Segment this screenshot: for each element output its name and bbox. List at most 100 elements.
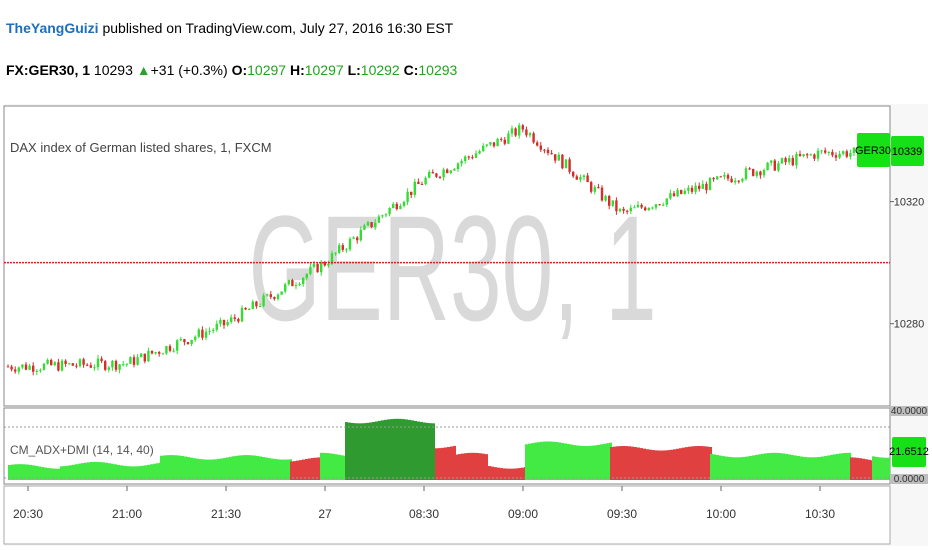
indicator-bar: [682, 447, 685, 480]
indicator-bar: [827, 455, 830, 480]
indicator-bar: [277, 459, 280, 480]
indicator-bar: [369, 422, 372, 480]
indicator-bar: [812, 457, 815, 480]
candle-body: [687, 187, 690, 191]
indicator-bar: [357, 423, 360, 480]
candle-body: [212, 329, 215, 331]
indicator-bar: [247, 455, 250, 480]
candle-body: [132, 357, 136, 365]
indicator-bar: [815, 457, 818, 480]
candle-body: [302, 277, 305, 285]
candle-body: [536, 142, 539, 146]
indicator-bar: [160, 455, 163, 480]
indicator-bar: [850, 457, 853, 480]
candle-body: [359, 229, 362, 241]
candle-body: [845, 151, 848, 157]
candle-body: [647, 207, 650, 211]
candle-body: [215, 323, 218, 330]
author-link[interactable]: TheYangGuizi: [6, 20, 99, 36]
candle-body: [633, 207, 636, 209]
candle-body: [251, 301, 254, 310]
indicator-bar: [81, 463, 84, 480]
candle-body: [341, 245, 344, 250]
candle-body: [370, 222, 373, 227]
indicator-bar: [420, 422, 423, 480]
candle-body: [737, 180, 740, 182]
indicator-bar: [163, 455, 166, 480]
indicator-bar: [881, 457, 884, 480]
candle-body: [849, 153, 852, 157]
candle-body: [834, 155, 838, 158]
candle-body: [543, 149, 546, 151]
candle-body: [10, 366, 13, 370]
candle-body: [597, 187, 600, 189]
open-value: 10297: [247, 62, 287, 78]
indicator-bar: [435, 448, 438, 480]
candle-body: [186, 342, 190, 345]
candle-body: [712, 178, 715, 180]
up-arrow-icon: ▲: [136, 62, 151, 78]
candle-body: [438, 176, 442, 178]
candle-body: [694, 185, 697, 192]
indicator-bar: [670, 449, 673, 480]
indicator-bar: [549, 441, 552, 480]
candle-body: [618, 208, 622, 212]
candle-body: [676, 189, 679, 197]
candle-body: [366, 222, 370, 226]
candle-body: [338, 245, 341, 253]
candle-body: [708, 178, 712, 191]
indicator-bar: [503, 468, 506, 480]
indicator-bar: [372, 421, 375, 480]
indicator-bar: [293, 461, 296, 480]
candle-body: [453, 169, 456, 171]
low-value: 10292: [360, 62, 400, 78]
indicator-bottom-label-bg: [890, 474, 928, 484]
indicator-bar: [856, 457, 859, 480]
indicator-bar: [187, 457, 190, 480]
indicator-bar: [193, 458, 196, 480]
candle-body: [474, 153, 478, 158]
indicator-bar: [156, 463, 159, 480]
candle-body: [431, 172, 434, 174]
indicator-bar: [461, 453, 464, 480]
indicator-bar: [628, 446, 631, 480]
indicator-bar: [135, 466, 138, 480]
candle-body: [582, 175, 586, 178]
candle-body: [413, 181, 416, 195]
indicator-bar: [320, 452, 323, 480]
indicator-bar: [521, 467, 524, 480]
indicator-bar: [868, 459, 871, 480]
indicator-bar: [314, 457, 317, 480]
indicator-bar: [688, 446, 691, 480]
indicator-bar: [429, 423, 432, 480]
high-value: 10297: [304, 62, 344, 78]
indicator-bar: [141, 465, 144, 480]
close-value: 10293: [418, 62, 458, 78]
candle-body: [690, 187, 694, 192]
indicator-bar: [8, 464, 11, 480]
indicator-bar: [664, 450, 667, 480]
indicator-bar: [256, 455, 259, 480]
candle-body: [287, 280, 290, 285]
candle-body: [831, 151, 834, 156]
indicator-bar: [872, 456, 875, 480]
indicator-bar: [776, 452, 779, 480]
indicator-bar: [250, 455, 253, 480]
candle-body: [636, 204, 640, 208]
indicator-bar: [700, 446, 703, 480]
indicator-bar: [488, 466, 491, 480]
indicator-bar: [616, 446, 619, 480]
time-tick-label: 08:30: [409, 507, 439, 521]
indicator-bar: [393, 418, 396, 480]
indicator-bar: [658, 450, 661, 480]
candle-body: [32, 365, 35, 372]
indicator-bar: [396, 418, 399, 480]
indicator-bar: [600, 444, 603, 480]
candle-body: [150, 350, 154, 354]
indicator-bar: [576, 445, 579, 480]
candle-body: [496, 138, 499, 147]
time-tick-label: 09:00: [508, 507, 538, 521]
indicator-bar: [226, 457, 229, 480]
indicator-bar: [181, 456, 184, 480]
